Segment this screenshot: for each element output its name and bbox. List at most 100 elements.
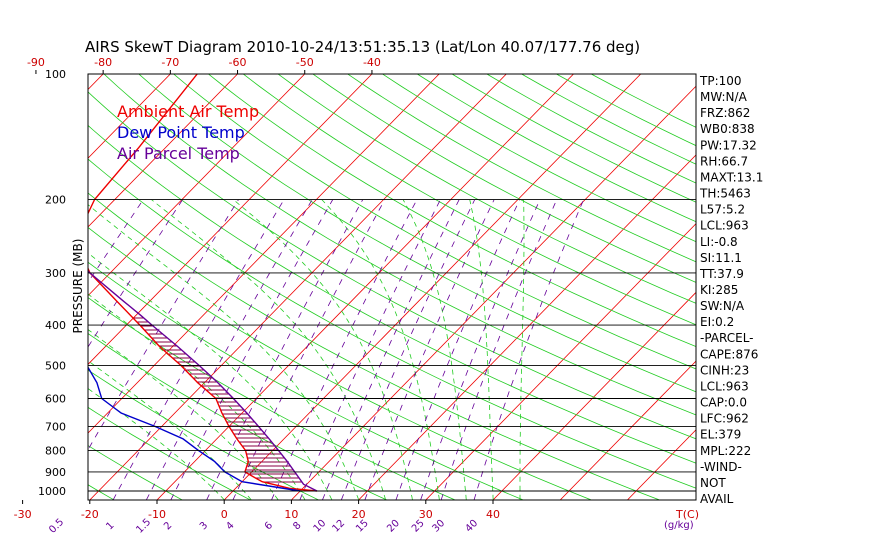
dry-adiabat-line	[416, 74, 696, 223]
stability-index: MPL:222	[700, 444, 751, 458]
bottom-tick-label: 10	[284, 508, 298, 521]
stability-index: EI:0.2	[700, 315, 734, 329]
mixing-ratio-line	[364, 199, 495, 500]
moist-adiabat-line	[232, 199, 413, 500]
mixing-ratio-label: 3	[198, 520, 210, 532]
mixing-ratio-line	[440, 199, 558, 500]
stability-index: CINH:23	[700, 363, 749, 377]
pressure-tick-label: 600	[45, 392, 66, 405]
dry-adiabat-line	[312, 74, 696, 283]
isotherm-line	[88, 74, 171, 159]
legend-entry: Air Parcel Temp	[117, 144, 240, 163]
isotherm-line	[224, 74, 642, 500]
bottom-tick-label: 30	[419, 508, 433, 521]
stability-index: CAP:0.0	[700, 396, 747, 410]
stability-index: LCL:963	[700, 379, 749, 393]
pressure-tick-label: 1000	[38, 485, 66, 498]
mixing-ratio-label: 2	[162, 520, 174, 532]
mixing-ratio-label: 10	[312, 518, 329, 535]
mixing-ratio-label: 6	[263, 520, 275, 532]
dry-adiabat-line	[88, 406, 251, 500]
dry-adiabat-line	[88, 261, 523, 500]
stability-index: AVAIL	[700, 492, 734, 506]
chart-title: AIRS SkewT Diagram 2010-10-24/13:51:35.1…	[85, 38, 640, 56]
stability-index: LCL:963	[700, 219, 749, 233]
top-tick-label: -60	[229, 56, 247, 69]
isotherm-line	[358, 154, 696, 500]
dry-adiabat-line	[88, 226, 591, 500]
top-tick-label: -50	[296, 56, 314, 69]
temperature-unit-label: T(C)	[675, 508, 699, 521]
dry-adiabat-line	[103, 74, 696, 416]
dry-adiabat-line	[277, 74, 696, 304]
mixing-ratio-label: 0.5	[47, 517, 66, 536]
mixing-ratio-line	[146, 199, 313, 500]
stability-index: NOT	[700, 476, 726, 490]
dry-adiabat-line	[88, 297, 455, 500]
pressure-tick-label: 200	[45, 194, 66, 207]
mixing-ratio-label: 12	[331, 518, 348, 535]
stability-index: WB0:838	[700, 122, 755, 136]
moist-adiabat-line	[402, 199, 467, 500]
mixing-ratio-line	[232, 199, 386, 500]
mixing-ratio-label: 8	[291, 520, 303, 532]
dry-adiabat-line	[88, 158, 696, 489]
stability-index: -WIND-	[700, 460, 742, 474]
moist-adiabat-line	[88, 252, 333, 500]
bottom-tick-label: 40	[486, 508, 500, 521]
bottom-tick-label: -30	[14, 508, 32, 521]
dry-adiabat-line	[555, 74, 696, 147]
mixing-ratio-line	[271, 199, 418, 500]
legend-entry: Ambient Air Temp	[117, 102, 259, 121]
pressure-tick-label: 100	[45, 68, 66, 81]
dew-point-temp-line	[88, 365, 301, 492]
isotherm-line	[88, 74, 440, 434]
moist-adiabat-line	[469, 199, 494, 500]
top-tick-label: -70	[161, 56, 179, 69]
stability-index: LI:-0.8	[700, 235, 738, 249]
plot-frame	[87, 73, 697, 501]
stability-index: RH:66.7	[700, 154, 748, 168]
stability-index: PW:17.32	[700, 138, 757, 152]
moist-adiabat-line	[151, 199, 386, 500]
mixing-ratio-line	[206, 199, 364, 500]
mixing-ratio-label: 0.2	[0, 517, 1, 536]
stability-index: TT:37.9	[699, 267, 744, 281]
mixing-ratio-label: 20	[385, 518, 402, 535]
dry-adiabat-line	[173, 74, 696, 370]
bottom-tick-label: 20	[352, 508, 366, 521]
dry-adiabat-line	[242, 74, 696, 326]
top-tick-label: -80	[94, 56, 112, 69]
isotherm-line	[89, 74, 507, 500]
stability-index: LFC:962	[700, 412, 749, 426]
pressure-tick-label: 300	[45, 267, 66, 280]
stability-index: TP:100	[699, 74, 742, 88]
mixing-ratio-line	[88, 199, 239, 451]
isotherm-line	[492, 291, 696, 500]
pressure-tick-label: 500	[45, 359, 66, 372]
mixing-ratio-label: 1	[104, 520, 116, 532]
pressure-tick-label: 400	[45, 319, 66, 332]
dry-adiabat-line	[207, 74, 696, 348]
dry-adiabat-line	[381, 74, 696, 243]
mixing-ratio-line	[473, 199, 585, 500]
dry-adiabat-line	[88, 192, 660, 500]
mixing-ratio-line	[341, 199, 476, 500]
dry-adiabat-line	[138, 74, 696, 393]
dry-adiabat-line	[520, 74, 696, 165]
dry-adiabat-line	[451, 74, 696, 203]
dry-adiabat-line	[88, 91, 696, 440]
moist-adiabat-line	[88, 360, 252, 500]
moist-adiabat-line	[519, 199, 525, 500]
moist-adiabat-line	[321, 199, 440, 500]
pressure-tick-label: 800	[45, 445, 66, 458]
mixing-ratio-line	[395, 199, 521, 500]
dry-adiabat-line	[0, 65, 46, 500]
isotherm-line	[88, 74, 104, 91]
bottom-tick-label: -10	[148, 508, 166, 521]
y-axis-label: PRESSURE (MB)	[71, 239, 85, 334]
top-tick-label: -40	[363, 56, 381, 69]
air-parcel-temp-line	[88, 270, 318, 492]
pressure-tick-label: 900	[45, 466, 66, 479]
